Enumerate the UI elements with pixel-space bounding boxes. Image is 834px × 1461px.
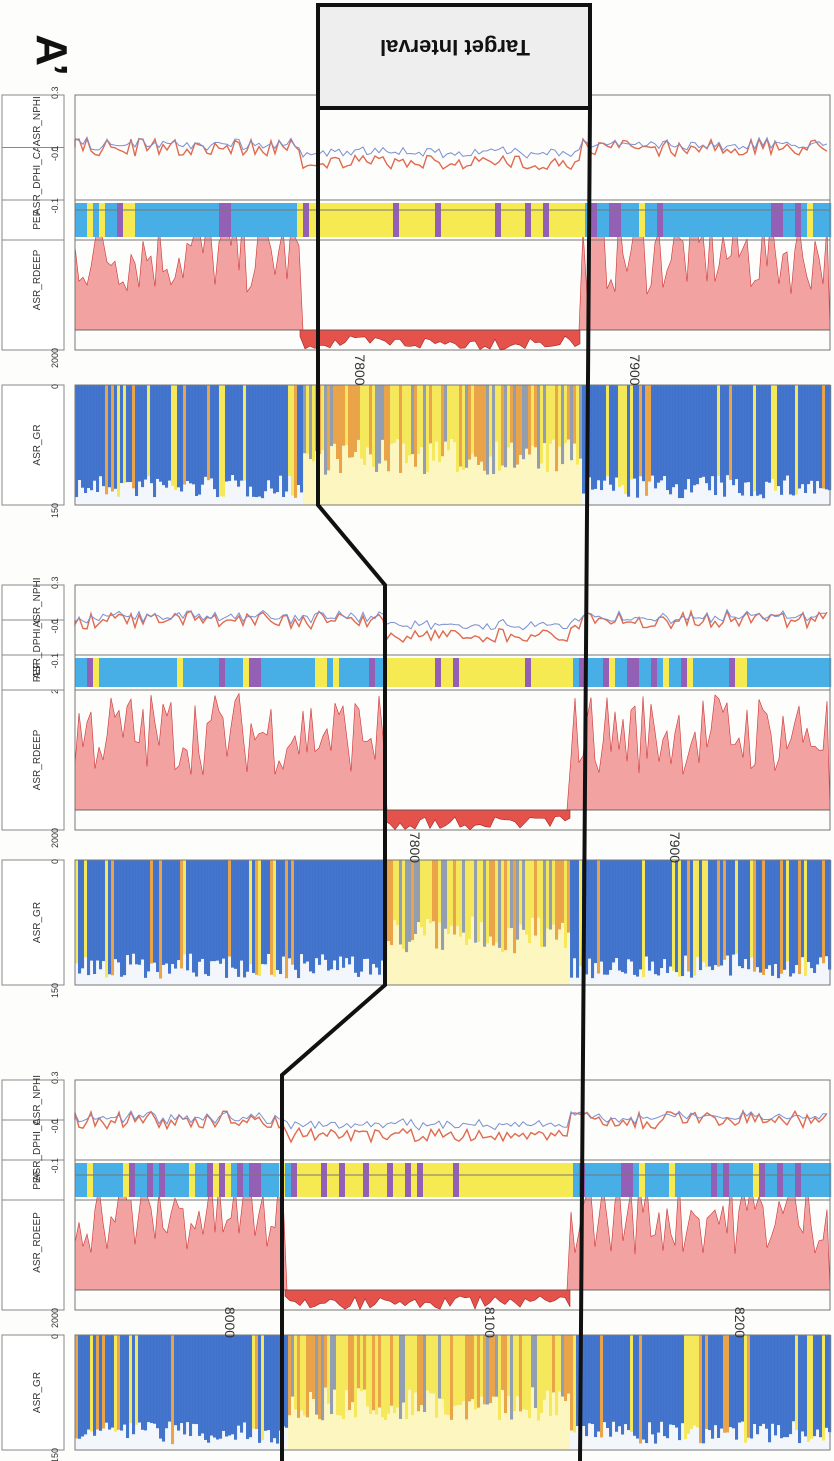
porosity-curves	[74, 1108, 828, 1144]
porosity-curves	[74, 136, 828, 171]
depth-label: 8000	[222, 1307, 238, 1338]
pef-track-name: PEF	[32, 1170, 43, 1189]
res-track-name: ASR_RDEEP	[32, 249, 43, 310]
nphi-track-name: ASR_NPHI	[32, 96, 43, 146]
nphi-scale-min: 0.3	[50, 576, 60, 589]
nphi-track-header	[1, 94, 65, 148]
depth-label: 7900	[667, 832, 683, 863]
target-interval-outline	[280, 3, 592, 1461]
gr-track-name: ASR_GR	[32, 1372, 43, 1413]
res-scale-max: 2000	[50, 1308, 60, 1328]
res-track-header	[1, 689, 65, 831]
well-2-header: ASR_GR 0 150 ASR_RDEEP 2 2000 PEFASR_DPHI_CALC…	[1, 576, 65, 998]
depth-labels: 7800 7900	[407, 832, 683, 863]
pef-track-header	[1, 654, 65, 691]
dphi-track-name: ASR_DPHI_CALC	[32, 1099, 43, 1181]
gr-track-header	[1, 1334, 65, 1451]
nphi-scale-min: 0.3	[50, 1071, 60, 1084]
gr-curve-fill	[75, 385, 832, 505]
depth-label: 7800	[352, 354, 368, 385]
well-1-header: ASR_GR0150ASR_RDEEP22000PEFASR_DPHI_CALC…	[1, 86, 65, 518]
gr-curve-fill	[75, 860, 832, 985]
dphi-track-header	[1, 619, 65, 656]
rdeep-curve-fill	[74, 692, 831, 831]
gr-scale-min: 0	[50, 1334, 60, 1339]
target-interval-label: Target Interval	[380, 35, 530, 60]
dphi-scale-max: -0.1	[50, 198, 60, 214]
rdeep-curve-fill	[74, 1175, 831, 1311]
nphi-scale-max: -0.1	[50, 146, 60, 162]
dphi-scale-max: -0.1	[50, 1158, 60, 1174]
gr-scale-max: 150	[50, 1448, 60, 1461]
gr-scale-min: 0	[50, 859, 60, 864]
dphi-scale-max: -0.1	[50, 653, 60, 669]
pef-track-name: PEF	[32, 210, 43, 229]
nphi-track-name: ASR_NPHI	[32, 1075, 43, 1125]
gr-scale-max: 150	[50, 503, 60, 518]
dphi-track-name: ASR_DPHI_CALC	[32, 596, 43, 678]
pef-track-fill	[75, 658, 832, 687]
depth-label: 8200	[732, 1307, 748, 1338]
depth-labels: 7800 7900	[352, 354, 643, 385]
pef-track-fill	[75, 203, 832, 237]
res-track-name: ASR_RDEEP	[32, 1212, 43, 1273]
pef-track-fill	[75, 1163, 832, 1197]
pef-track-header	[1, 1159, 65, 1201]
nphi-scale-max: -0.1	[50, 1118, 60, 1134]
gr-curve-fill	[75, 1335, 832, 1450]
gr-track-name: ASR_GR	[32, 902, 43, 943]
gr-scale-max: 150	[50, 983, 60, 998]
gr-track-header	[1, 859, 65, 986]
depth-label: 7800	[407, 832, 423, 863]
res-scale-min: 2	[50, 689, 60, 694]
res-scale-max: 2000	[50, 348, 60, 368]
pef-track-name: PEF	[32, 663, 43, 682]
depth-label: 8100	[482, 1307, 498, 1338]
nphi-scale-min: 0.3	[50, 86, 60, 99]
gr-track-name: ASR_GR	[32, 424, 43, 465]
well-3-header: ASR_GR0150ASR_RDEEP22000PEFASR_DPHI_CALC…	[1, 1071, 65, 1461]
depth-labels: 8000 8100 8200	[222, 1307, 748, 1338]
depth-label: 7900	[627, 354, 643, 385]
gr-scale-min: 0	[50, 384, 60, 389]
nphi-track-header	[1, 1079, 65, 1121]
dphi-track-header	[1, 1119, 65, 1161]
res-track-name: ASR_RDEEP	[32, 729, 43, 790]
nphi-scale-max: -0.1	[50, 618, 60, 634]
nphi-track-name: ASR_NPHI	[32, 577, 43, 627]
res-scale-max: 2000	[50, 828, 60, 848]
nphi-track-header	[1, 584, 65, 621]
section-label: A’	[27, 34, 76, 76]
porosity-curves	[74, 608, 828, 644]
gr-track-header	[1, 384, 65, 506]
dphi-track-name: ASR_DPHI_CALC	[32, 133, 43, 215]
pef-track-header	[1, 199, 65, 241]
